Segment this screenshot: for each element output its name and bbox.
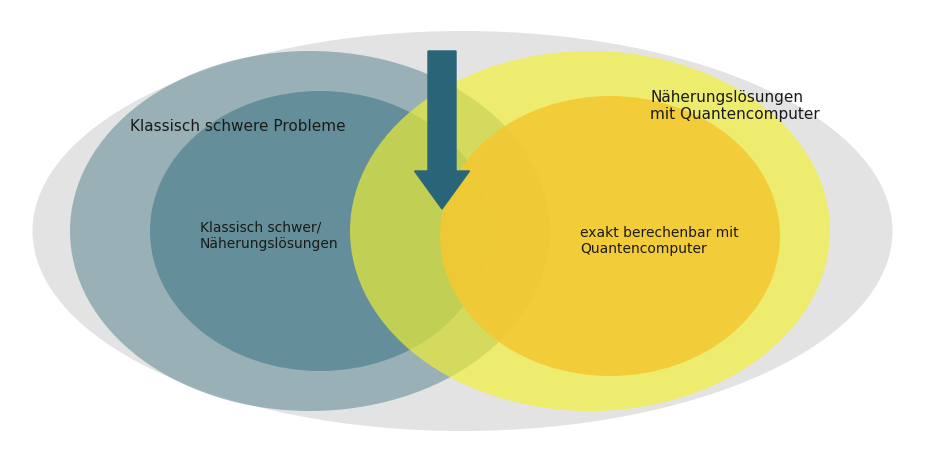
Text: Klassisch schwere Probleme: Klassisch schwere Probleme	[130, 118, 346, 134]
Ellipse shape	[350, 51, 830, 411]
Ellipse shape	[70, 51, 550, 411]
Text: Klassisch schwer/
Näherungslösungen: Klassisch schwer/ Näherungslösungen	[200, 221, 339, 251]
Text: Näherungslösungen
mit Quantencomputer: Näherungslösungen mit Quantencomputer	[650, 90, 820, 122]
FancyArrow shape	[414, 51, 470, 209]
Text: exakt berechenbar mit
Quantencomputer: exakt berechenbar mit Quantencomputer	[580, 226, 739, 256]
Ellipse shape	[150, 91, 490, 371]
Ellipse shape	[32, 31, 893, 431]
Ellipse shape	[440, 96, 780, 376]
